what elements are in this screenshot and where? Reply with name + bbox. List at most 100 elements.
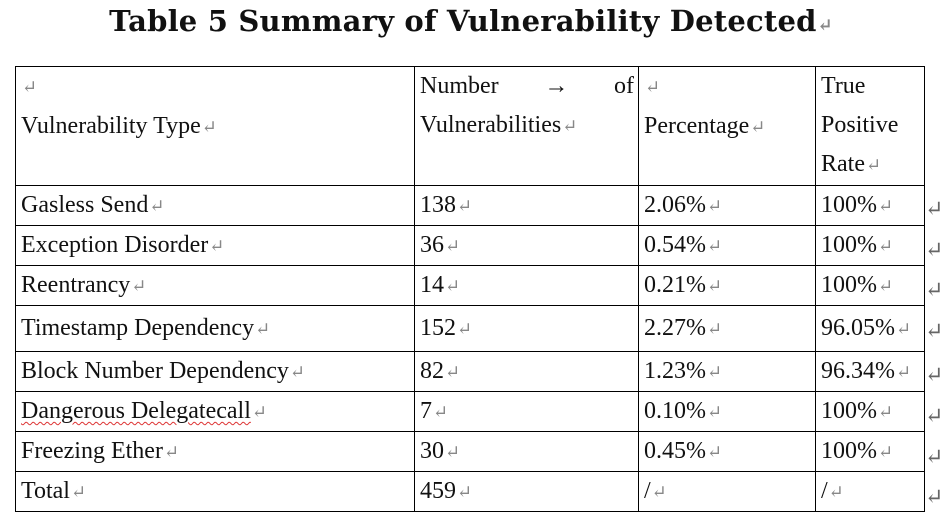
row-end-mark-icon: ↵ [925, 196, 942, 221]
paragraph-mark-icon: ↵ [828, 482, 844, 502]
paragraph-mark-icon: ↵ [289, 362, 306, 382]
cell-pct-text: 1.23% [644, 358, 706, 384]
paragraph-mark-icon: ↵ [817, 15, 833, 36]
cell-type: Reentrancy↵ [15, 265, 415, 306]
cell-type: Gasless Send↵ [15, 185, 415, 226]
cell-type-text: Reentrancy [21, 272, 131, 298]
paragraph-mark-icon: ↵ [457, 482, 473, 502]
cell-type-text: Freezing Ether [21, 438, 163, 464]
paragraph-mark-icon: ↵ [149, 196, 165, 216]
cell-pct: 0.21%↵ [638, 265, 816, 306]
cell-count-text: 82 [420, 358, 444, 384]
paragraph-mark-icon: ↵ [651, 482, 667, 502]
cell-pct: 2.27%↵ [638, 305, 816, 352]
cell-count: 14↵ [414, 265, 639, 306]
header-pct-label: Percentage [644, 113, 750, 139]
cell-tpr-text: / [821, 478, 828, 504]
paragraph-mark-icon: ↵ [251, 402, 267, 422]
paragraph-mark-icon: ↵ [209, 236, 225, 256]
paragraph-mark-icon: ↵ [457, 196, 473, 216]
row-end-mark-icon: ↵ [925, 277, 942, 302]
paragraph-mark-icon: ↵ [750, 117, 766, 137]
cell-type-text: Gasless Send [21, 192, 149, 218]
cell-pct: 1.23%↵ [638, 351, 816, 392]
cell-count-text: 459 [420, 478, 456, 504]
paragraph-mark-icon: ↵ [878, 236, 894, 256]
cell-pct-text: 0.21% [644, 272, 706, 298]
paragraph-mark-icon: ↵ [70, 482, 87, 502]
cell-pct: 0.45%↵ [638, 431, 816, 472]
cell-pct-text: 0.10% [644, 398, 706, 424]
paragraph-mark-icon: ↵ [445, 362, 461, 382]
cell-count-text: 14 [420, 272, 444, 298]
paragraph-mark-icon: ↵ [457, 319, 473, 339]
header-true-positive-rate: True Positive Rate↵ [815, 66, 925, 186]
cell-type-text: Total [21, 478, 70, 504]
paragraph-mark-icon: ↵ [645, 77, 661, 97]
cell-type-text: Timestamp Dependency [21, 315, 255, 341]
cell-tpr-text: 96.34% [821, 358, 895, 384]
cell-tpr: /↵ [815, 471, 925, 512]
header-count-word2: of [614, 73, 634, 99]
cell-pct-text: 2.27% [644, 315, 706, 341]
paragraph-mark-icon: ↵ [896, 362, 912, 382]
row-end-mark-icon: ↵ [925, 318, 942, 343]
table-title: Table 5 Summary of Vulnerability Detecte… [0, 4, 942, 38]
cell-type: Freezing Ether↵ [15, 431, 415, 472]
cell-tpr-text: 100% [821, 438, 877, 464]
cell-count-text: 30 [420, 438, 444, 464]
paragraph-mark-icon: ↵ [707, 362, 723, 382]
cell-tpr: 100%↵ [815, 265, 925, 306]
cell-tpr: 100%↵ [815, 391, 925, 432]
paragraph-mark-icon: ↵ [707, 276, 723, 296]
paragraph-mark-icon: ↵ [445, 442, 461, 462]
cell-type: Exception Disorder↵ [15, 225, 415, 266]
header-type-label: Vulnerability Type [21, 113, 201, 139]
paragraph-mark-icon: ↵ [878, 442, 894, 462]
cell-count: 82↵ [414, 351, 639, 392]
paragraph-mark-icon: ↵ [201, 117, 217, 137]
paragraph-mark-icon: ↵ [707, 236, 723, 256]
paragraph-mark-icon: ↵ [878, 402, 894, 422]
paragraph-mark-icon: ↵ [707, 196, 723, 216]
tab-arrow-icon: → [544, 73, 569, 99]
header-tpr-word1: True [821, 73, 866, 99]
cell-type-text: Dangerous Delegatecall [21, 398, 251, 424]
cell-tpr-text: 100% [821, 232, 877, 258]
cell-pct: 0.54%↵ [638, 225, 816, 266]
header-percentage: ↵ Percentage↵ [638, 66, 816, 186]
row-end-mark-icon: ↵ [925, 237, 942, 262]
paragraph-mark-icon: ↵ [131, 276, 147, 296]
cell-count-text: 36 [420, 232, 444, 258]
vulnerability-table: ↵ Vulnerability Type↵ Number → of Vulnerab… [15, 66, 925, 512]
row-end-mark-icon: ↵ [925, 403, 942, 428]
paragraph-mark-icon: ↵ [707, 402, 723, 422]
cell-tpr-text: 96.05% [821, 315, 895, 341]
header-tpr-word2: Positive [821, 112, 899, 138]
paragraph-mark-icon: ↵ [562, 116, 578, 136]
cell-tpr: 96.05%↵ [815, 305, 925, 352]
cell-count: 152↵ [414, 305, 639, 352]
table-row: Block Number Dependency↵ 82↵ 1.23%↵ 96.3… [15, 351, 925, 392]
paragraph-mark-icon: ↵ [707, 319, 723, 339]
cell-count: 138↵ [414, 185, 639, 226]
paragraph-mark-icon: ↵ [707, 442, 723, 462]
cell-count-text: 138 [420, 192, 456, 218]
cell-tpr-text: 100% [821, 272, 877, 298]
cell-pct: 2.06%↵ [638, 185, 816, 226]
cell-tpr-text: 100% [821, 398, 877, 424]
paragraph-mark-icon: ↵ [255, 319, 271, 339]
row-end-mark-icon: ↵ [925, 444, 942, 469]
cell-pct-text: 0.54% [644, 232, 706, 258]
header-count-word1: Number [420, 73, 499, 99]
paragraph-mark-icon: ↵ [163, 442, 180, 462]
header-vulnerability-type: ↵ Vulnerability Type↵ [15, 66, 415, 186]
row-end-mark-icon: ↵ [925, 362, 942, 387]
paragraph-mark-icon: ↵ [445, 276, 461, 296]
cell-count: 459↵ [414, 471, 639, 512]
paragraph-mark-icon: ↵ [22, 77, 38, 97]
paragraph-mark-icon: ↵ [878, 276, 894, 296]
paragraph-mark-icon: ↵ [433, 402, 449, 422]
cell-pct: 0.10%↵ [638, 391, 816, 432]
table-row: Dangerous Delegatecall↵ 7↵ 0.10%↵ 100%↵ [15, 391, 925, 432]
